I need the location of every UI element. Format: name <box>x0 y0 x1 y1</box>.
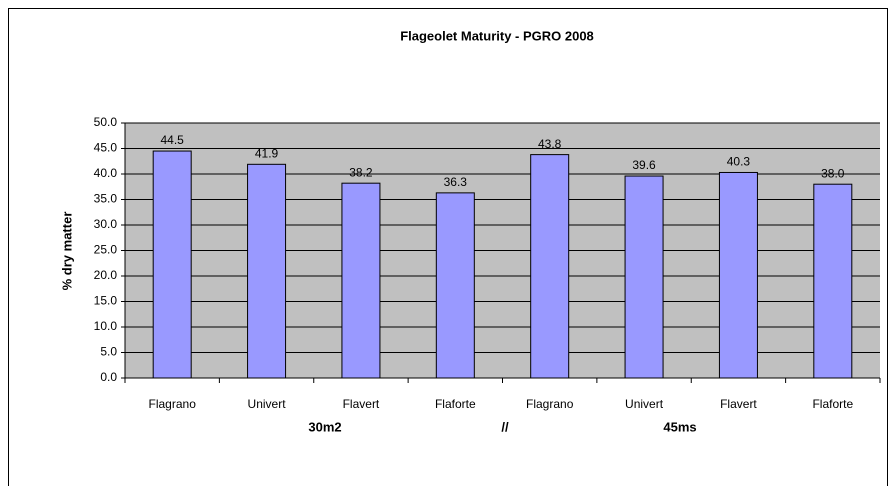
bar <box>341 182 381 379</box>
bar <box>530 154 570 379</box>
y-tick-label: 35.0 <box>94 192 118 206</box>
y-tick-label: 45.0 <box>94 141 118 155</box>
y-tick-label: 25.0 <box>94 243 118 257</box>
y-tick-label: 10.0 <box>94 319 118 333</box>
data-label: 38.0 <box>821 166 845 180</box>
bar <box>152 150 192 379</box>
data-label: 38.2 <box>349 165 373 179</box>
chart-title: Flageolet Maturity - PGRO 2008 <box>400 28 594 43</box>
y-tick-label: 50.0 <box>94 115 118 129</box>
data-label: 36.3 <box>444 175 468 189</box>
bar <box>435 192 475 379</box>
x-tick-label: Flavert <box>720 397 757 411</box>
x-axis-title: // <box>501 419 509 434</box>
y-tick-label: 40.0 <box>94 166 118 180</box>
x-tick-label: Flaforte <box>812 397 853 411</box>
bar <box>247 163 287 379</box>
bar <box>813 183 853 379</box>
data-label: 44.5 <box>161 133 185 147</box>
data-label: 40.3 <box>727 155 751 169</box>
y-tick-label: 5.0 <box>100 345 117 359</box>
x-axis-title: 30m2 <box>308 419 341 434</box>
x-tick-label: Flavert <box>343 397 380 411</box>
x-tick-label: Flagrano <box>526 397 574 411</box>
x-tick-label: Flagrano <box>149 397 197 411</box>
y-tick-label: 0.0 <box>100 370 117 384</box>
bar <box>718 171 758 379</box>
y-tick-label: 20.0 <box>94 268 118 282</box>
x-tick-label: Univert <box>248 397 287 411</box>
data-label: 43.8 <box>538 137 562 151</box>
data-label: 39.6 <box>632 158 656 172</box>
bar <box>624 175 664 379</box>
x-tick-label: Univert <box>625 397 664 411</box>
data-label: 41.9 <box>255 146 279 160</box>
y-axis-title: % dry matter <box>59 212 74 291</box>
y-tick-label: 30.0 <box>94 217 118 231</box>
x-tick-label: Flaforte <box>435 397 476 411</box>
x-axis-title: 45ms <box>663 419 696 434</box>
y-tick-label: 15.0 <box>94 294 118 308</box>
